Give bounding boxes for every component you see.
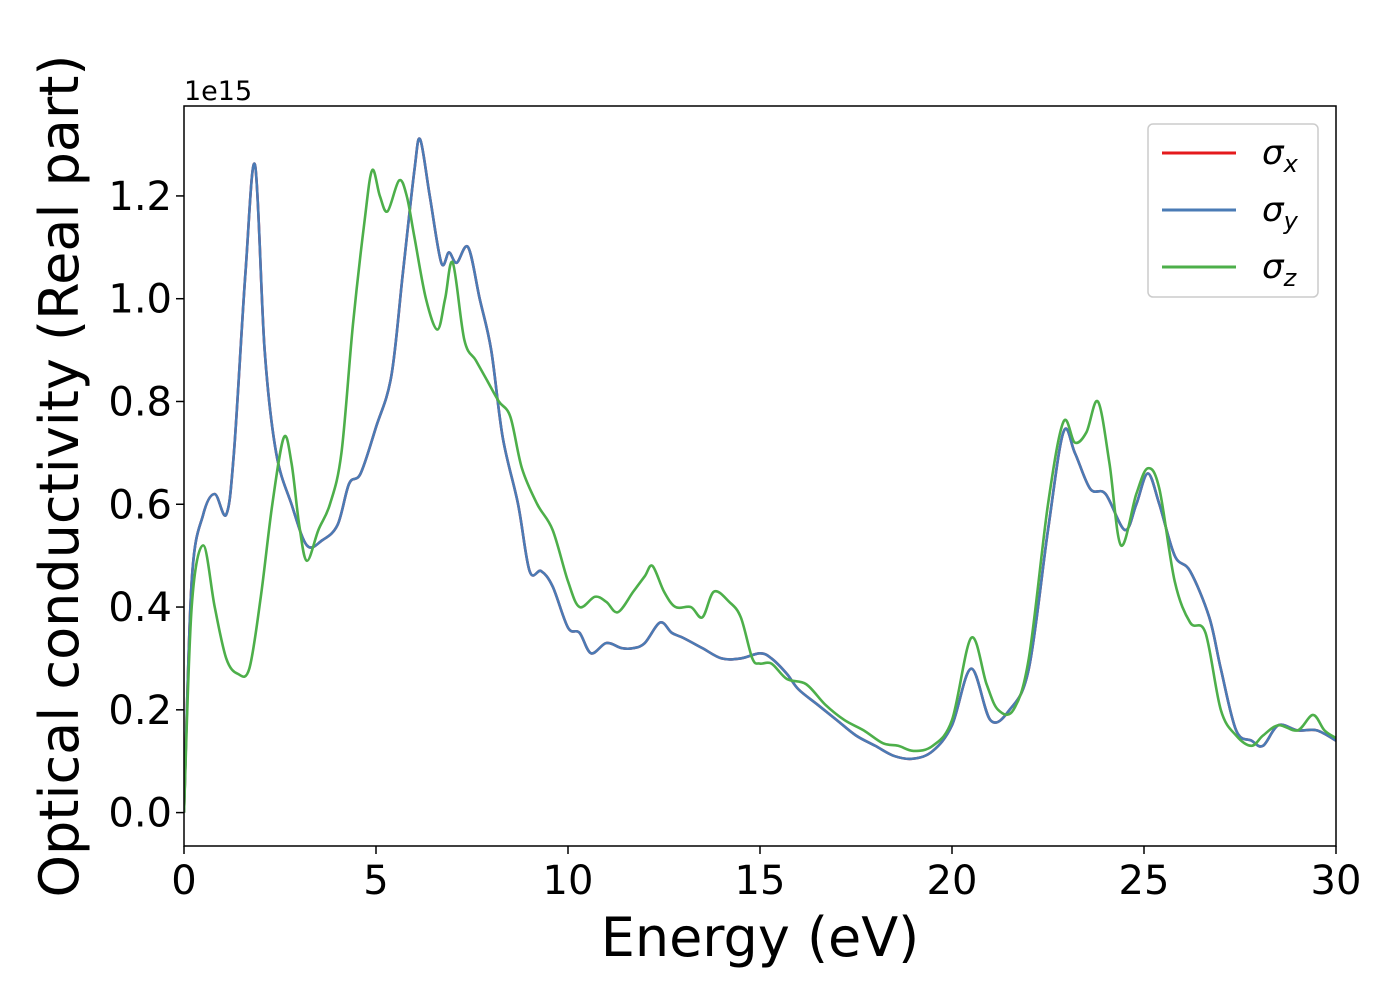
x-tick-label: 30 (1311, 858, 1362, 904)
y-tick-label: 0.0 (108, 791, 172, 837)
x-tick-label: 25 (1119, 858, 1170, 904)
y-tick-label: 0.4 (108, 585, 172, 631)
x-tick-label: 10 (543, 858, 594, 904)
legend: σx σy σz (1147, 123, 1319, 298)
x-tick-label: 5 (363, 858, 388, 904)
legend-label-y: σy (1262, 190, 1299, 235)
legend-label-z: σz (1262, 247, 1298, 292)
y-tick-label: 0.2 (108, 688, 172, 734)
y-axis-offset-text: 1e15 (184, 76, 252, 107)
series-layer (184, 137, 1336, 813)
x-axis-label: Energy (eV) (601, 906, 920, 969)
x-tick-label: 15 (735, 858, 786, 904)
y-axis: 0.0 0.2 0.4 0.6 0.8 1.0 1.2 (108, 174, 184, 837)
legend-label-x: σx (1262, 133, 1299, 178)
y-axis-label: Optical conductivity (Real part) (28, 55, 91, 898)
y-tick-label: 1.2 (108, 174, 172, 220)
x-tick-label: 20 (927, 858, 978, 904)
x-axis: 0 5 10 15 20 25 30 (171, 846, 1361, 904)
y-tick-label: 1.0 (108, 277, 172, 323)
y-tick-label: 0.6 (108, 482, 172, 528)
y-tick-label: 0.8 (108, 379, 172, 425)
series-line-z (184, 168, 1336, 813)
x-tick-label: 0 (171, 858, 196, 904)
